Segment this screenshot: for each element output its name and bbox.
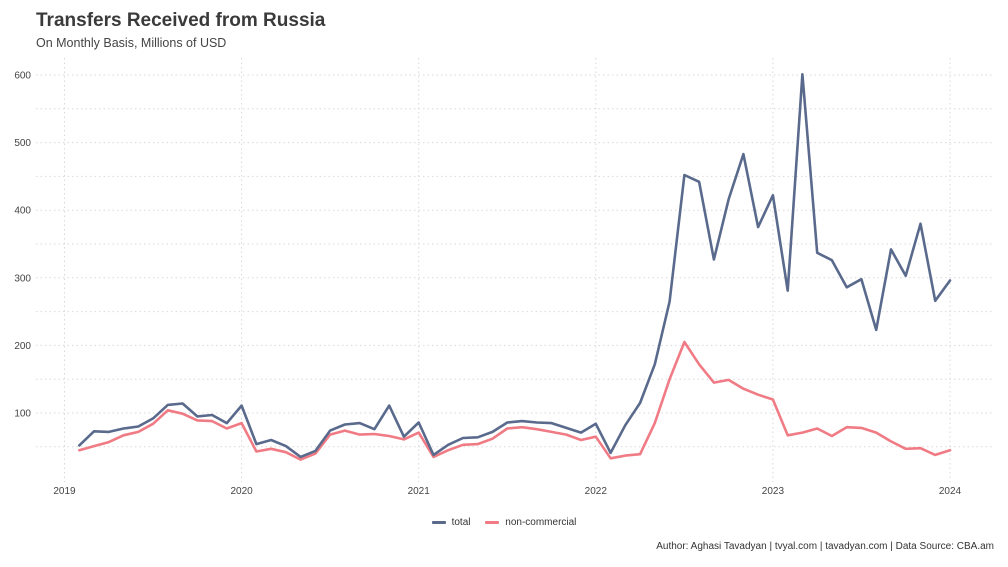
legend-item-total: total <box>431 517 471 528</box>
legend-item-non-commercial: non-commercial <box>485 517 576 528</box>
y-tick-label: 300 <box>14 273 31 284</box>
series-line-non-commercial <box>78 340 952 461</box>
x-tick-label: 2024 <box>939 486 962 497</box>
legend: total non-commercial <box>0 516 1008 528</box>
chart-subtitle: On Monthly Basis, Millions of USD <box>36 36 227 50</box>
y-tick-label: 500 <box>14 138 31 149</box>
legend-swatch-non-commercial <box>485 521 500 524</box>
legend-swatch-total <box>431 521 446 524</box>
legend-label-total: total <box>451 517 471 528</box>
y-tick-label: 400 <box>14 206 31 217</box>
y-tick-label: 600 <box>14 71 31 82</box>
chart-title: Transfers Received from Russia <box>36 10 326 31</box>
x-tick-label: 2020 <box>230 486 253 497</box>
x-tick-label: 2021 <box>408 486 431 497</box>
legend-label-non-commercial: non-commercial <box>505 517 577 528</box>
x-tick-label: 2022 <box>585 486 608 497</box>
y-tick-label: 100 <box>14 409 31 420</box>
series-line-total <box>78 73 952 459</box>
x-tick-label: 2019 <box>53 486 76 497</box>
source-caption: Author: Aghasi Tavadyan | tvyal.com | ta… <box>656 541 994 552</box>
x-tick-label: 2023 <box>762 486 785 497</box>
y-tick-label: 200 <box>14 341 31 352</box>
